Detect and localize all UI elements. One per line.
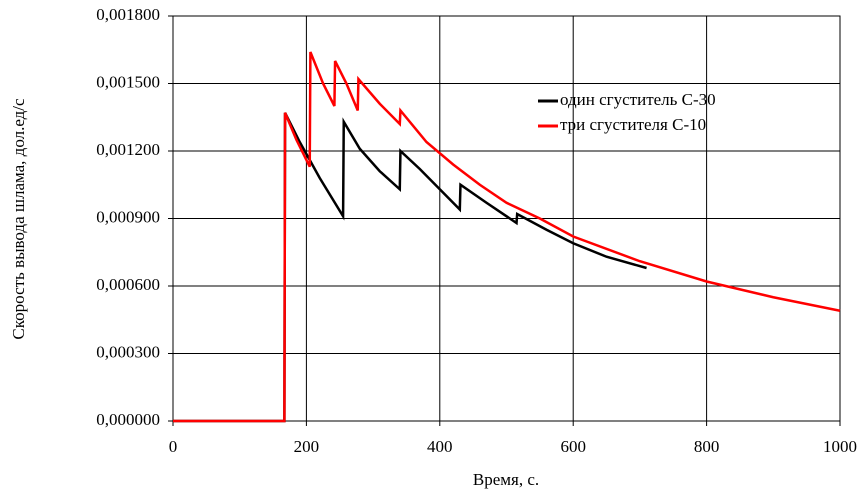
x-tick-label: 400 (427, 437, 453, 456)
x-tick-label: 200 (294, 437, 320, 456)
x-axis-label: Время, с. (473, 470, 539, 489)
y-axis-label: Скорость вывода шлама, дол.ед/с (9, 98, 28, 340)
legend-label: один сгуститель С-30 (560, 90, 716, 109)
y-tick-label: 0,000300 (96, 342, 160, 361)
x-tick-label: 0 (169, 437, 178, 456)
legend-label: три сгустителя С-10 (560, 115, 706, 134)
y-tick-label: 0,001800 (96, 5, 160, 24)
y-tick-label: 0,001500 (96, 72, 160, 91)
series-line (173, 112, 647, 423)
y-tick-label: 0,000000 (96, 410, 160, 429)
y-tick-label: 0,001200 (96, 140, 160, 159)
y-tick-label: 0,000900 (96, 207, 160, 226)
y-tick-label: 0,000600 (96, 275, 160, 294)
x-tick-label: 1000 (823, 437, 857, 456)
x-tick-label: 600 (560, 437, 586, 456)
series-line (173, 51, 841, 423)
plot-border (172, 15, 841, 422)
x-tick-label: 800 (694, 437, 720, 456)
